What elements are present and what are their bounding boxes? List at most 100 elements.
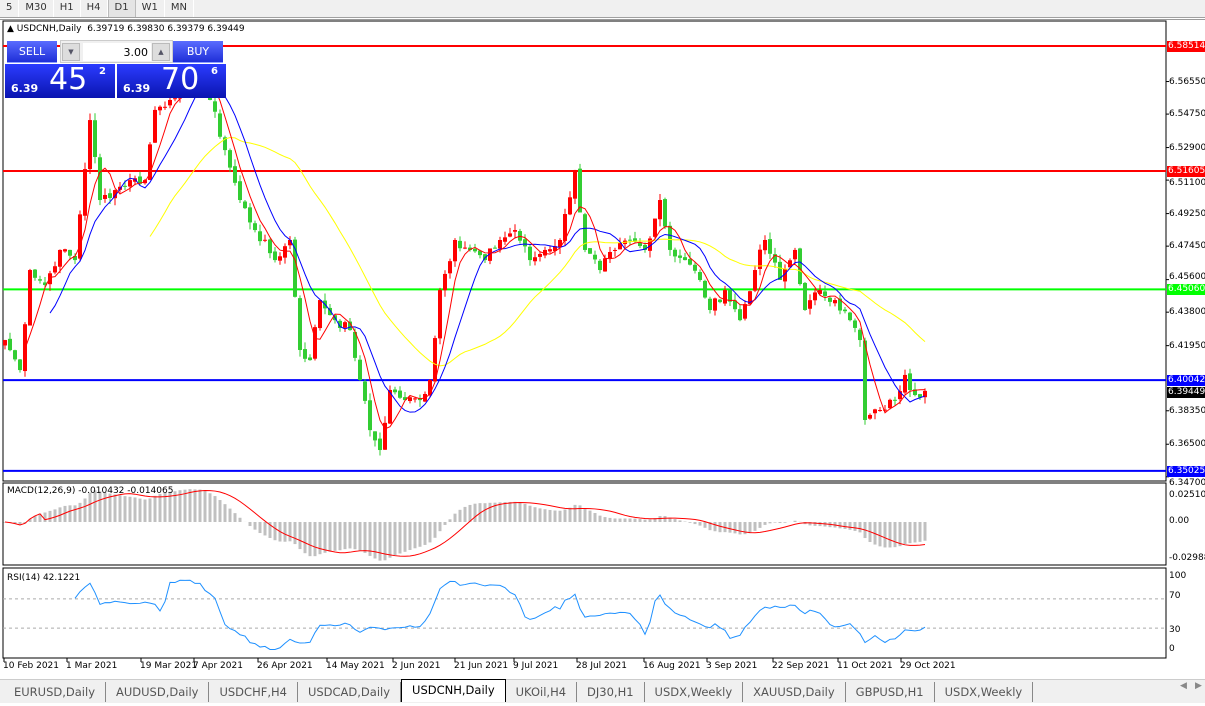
macd-bar: [358, 522, 362, 551]
buy-price-pip: 6: [211, 66, 218, 77]
macd-bar: [338, 522, 342, 551]
candle-body: [343, 322, 347, 328]
candle-body: [163, 106, 167, 108]
candle-body: [798, 248, 802, 285]
chart-tabs: EURUSD,Daily AUDUSD,Daily USDCHF,H4 USDCAD,…: [0, 679, 1205, 703]
macd-bar: [883, 522, 887, 548]
macd-bar: [458, 509, 462, 522]
timeframe-w1[interactable]: W1: [136, 0, 165, 17]
sell-price-pip: 2: [99, 66, 106, 77]
candle-body: [708, 298, 712, 311]
tab-dj30-h1[interactable]: DJ30,H1: [577, 681, 645, 702]
tab-gbpusd-h1[interactable]: GBPUSD,H1: [846, 681, 935, 702]
candle-body: [128, 180, 132, 187]
candle-body: [293, 239, 297, 297]
timeframe-toolbar: 5 M30 H1 H4 D1 W1 MN: [0, 0, 1205, 18]
macd-bar: [133, 497, 137, 522]
timeframe-d1[interactable]: D1: [107, 0, 136, 17]
candle-body: [633, 238, 637, 242]
candle-body: [298, 298, 302, 350]
macd-bar: [513, 501, 517, 522]
macd-bar: [58, 507, 62, 522]
macd-bar: [773, 522, 777, 523]
macd-bar: [203, 490, 207, 522]
buy-button[interactable]: BUY: [173, 41, 223, 63]
macd-bar: [438, 522, 442, 532]
candle-body: [563, 214, 567, 241]
candle-body: [473, 248, 477, 252]
macd-bar: [748, 522, 752, 534]
sell-button[interactable]: SELL: [7, 41, 57, 63]
tab-scroll-right-icon[interactable]: ▶: [1195, 681, 1202, 691]
timeframe-mn[interactable]: MN: [165, 0, 194, 17]
tab-scroll-left-icon[interactable]: ◀: [1180, 681, 1187, 691]
timeframe-m30[interactable]: M30: [19, 0, 54, 17]
candle-body: [378, 438, 382, 451]
candle-body: [638, 242, 642, 247]
macd-bar: [858, 522, 862, 533]
tab-usdx-weekly[interactable]: USDX,Weekly: [935, 681, 1034, 702]
candle-body: [528, 246, 532, 261]
candle-body: [493, 247, 497, 249]
candle-body: [918, 394, 922, 398]
candle-body: [628, 239, 632, 241]
lot-decrease-icon[interactable]: ▼: [62, 43, 80, 61]
tab-audusd-daily[interactable]: AUDUSD,Daily: [106, 681, 210, 702]
tab-xauusd-daily[interactable]: XAUUSD,Daily: [743, 681, 846, 702]
candle-body: [863, 340, 867, 420]
macd-bar: [673, 519, 677, 522]
candle-body: [903, 374, 907, 393]
tab-usdx-weekly[interactable]: USDX,Weekly: [645, 681, 744, 702]
macd-bar: [713, 522, 717, 532]
macd-bar: [188, 489, 192, 522]
macd-bar: [143, 499, 147, 522]
tab-ukoil-h4[interactable]: UKOil,H4: [506, 681, 578, 702]
lot-size-input[interactable]: [83, 43, 151, 61]
buy-price-box[interactable]: 6.39 70 6: [117, 62, 226, 98]
candle-body: [243, 201, 247, 209]
timeframe-h4[interactable]: H4: [81, 0, 108, 17]
macd-bar: [733, 522, 737, 534]
tab-usdcnh-daily[interactable]: USDCNH,Daily: [401, 679, 506, 702]
timeframe-m5[interactable]: 5: [0, 0, 20, 17]
candle-body: [603, 258, 607, 272]
sell-price-box[interactable]: 6.39 45 2: [5, 62, 115, 98]
macd-bar: [418, 522, 422, 547]
candle-body: [523, 239, 527, 247]
tab-eurusd-daily[interactable]: EURUSD,Daily: [4, 681, 106, 702]
symbol-label: USDCNH,Daily: [16, 24, 82, 34]
macd-bar: [323, 522, 327, 553]
timeframe-h1[interactable]: H1: [54, 0, 81, 17]
candle-body: [453, 239, 457, 262]
tab-usdchf-h4[interactable]: USDCHF,H4: [209, 681, 298, 702]
lot-increase-icon[interactable]: ▲: [152, 43, 170, 61]
rsi-line: [74, 579, 926, 650]
macd-bar: [448, 519, 452, 522]
macd-bar: [253, 522, 257, 530]
macd-bar: [578, 505, 582, 522]
candle-body: [78, 214, 82, 259]
candle-body: [508, 233, 512, 237]
macd-bar: [33, 515, 37, 522]
macd-bar: [153, 495, 157, 522]
macd-bar: [663, 516, 667, 522]
macd-bar: [423, 522, 427, 545]
candle-body: [583, 214, 587, 250]
candle-body: [553, 246, 557, 251]
macd-bar: [753, 522, 757, 531]
candle-body: [68, 249, 72, 256]
candle-body: [173, 98, 177, 100]
collapse-triangle-icon[interactable]: ▲: [7, 24, 14, 34]
candle-body: [923, 390, 927, 398]
tab-usdcad-daily[interactable]: USDCAD,Daily: [298, 681, 402, 702]
candle-body: [73, 255, 77, 261]
macd-bar: [18, 522, 22, 525]
candle-body: [28, 270, 32, 326]
candle-body: [273, 251, 277, 261]
candle-body: [138, 176, 142, 184]
candle-body: [548, 249, 552, 252]
macd-bar: [543, 509, 547, 522]
macd-bar: [183, 489, 187, 522]
candle-body: [738, 309, 742, 321]
